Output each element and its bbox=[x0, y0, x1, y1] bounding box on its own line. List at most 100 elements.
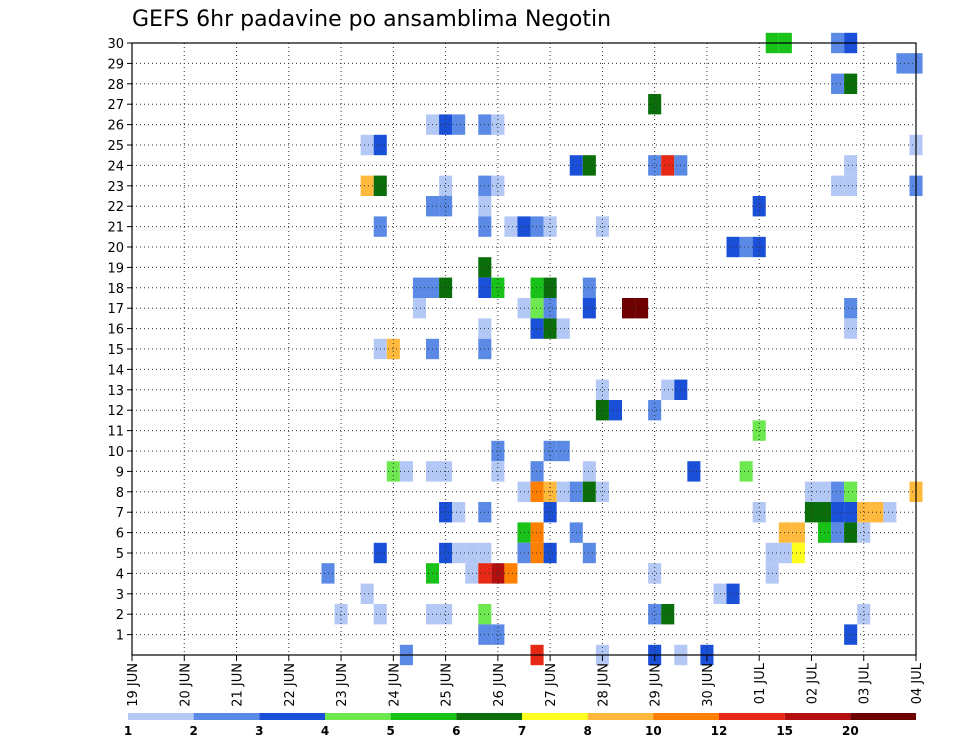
data-cell bbox=[491, 114, 505, 135]
data-cell bbox=[648, 563, 662, 584]
data-cell bbox=[831, 502, 845, 523]
data-cell bbox=[844, 175, 858, 196]
data-cell bbox=[726, 583, 740, 604]
x-axis: 19 JUN 20 JUN 21 JUN 22 JUN 23 JUN 24 JUN 25 J… bbox=[126, 655, 925, 707]
colorbar: 1 2 3 4 5 6 7 8 10 12 15 20 bbox=[124, 713, 916, 738]
data-cell bbox=[635, 298, 649, 319]
y-tick-label: 17 bbox=[107, 302, 124, 317]
x-tick-label: 21 JUN bbox=[231, 663, 246, 707]
data-cell bbox=[556, 440, 570, 462]
x-tick-label: 27 JUN bbox=[544, 663, 559, 707]
data-cell bbox=[595, 379, 609, 400]
colorbar-label: 3 bbox=[255, 724, 263, 738]
data-cell bbox=[452, 114, 466, 135]
colorbar-swatch bbox=[456, 713, 522, 720]
data-cell bbox=[595, 216, 609, 237]
data-cell bbox=[530, 298, 544, 319]
data-cell bbox=[739, 236, 753, 258]
data-cell bbox=[399, 461, 413, 482]
x-tick-label: 28 JUN bbox=[596, 663, 611, 707]
data-cell bbox=[530, 481, 544, 502]
data-cell bbox=[739, 461, 753, 482]
y-tick-label: 16 bbox=[107, 323, 124, 338]
colorbar-label: 10 bbox=[645, 724, 662, 738]
data-cell bbox=[844, 522, 858, 543]
data-cell bbox=[439, 175, 453, 196]
y-tick-label: 22 bbox=[107, 200, 124, 215]
data-cell bbox=[439, 114, 453, 135]
y-tick-label: 20 bbox=[107, 241, 124, 256]
grid-lines bbox=[132, 43, 916, 655]
data-cell bbox=[530, 318, 544, 339]
y-tick-label: 4 bbox=[116, 567, 124, 582]
x-tick-label: 04 JUL bbox=[910, 662, 925, 704]
data-cell bbox=[791, 522, 805, 543]
y-tick-label: 29 bbox=[107, 57, 124, 72]
data-cell bbox=[582, 461, 596, 482]
colorbar-swatch bbox=[719, 713, 785, 720]
y-tick-label: 18 bbox=[107, 282, 124, 297]
data-cell bbox=[582, 542, 596, 564]
y-tick-label: 11 bbox=[107, 425, 124, 440]
data-cell bbox=[857, 502, 871, 523]
data-cell bbox=[504, 563, 518, 584]
y-tick-label: 21 bbox=[107, 221, 124, 236]
colorbar-swatch bbox=[128, 713, 194, 720]
data-cell bbox=[883, 502, 897, 523]
data-cell bbox=[439, 542, 453, 564]
data-cell bbox=[530, 277, 544, 298]
colorbar-swatch bbox=[193, 713, 260, 720]
data-cell bbox=[504, 216, 518, 237]
data-cell bbox=[831, 73, 845, 94]
data-cell bbox=[530, 542, 544, 564]
data-cell bbox=[530, 522, 544, 543]
colorbar-swatch bbox=[653, 713, 719, 720]
y-tick-label: 13 bbox=[107, 384, 124, 399]
y-tick-label: 5 bbox=[116, 547, 124, 562]
colorbar-swatch bbox=[850, 713, 916, 720]
data-cell bbox=[556, 318, 570, 339]
x-tick-label: 22 JUN bbox=[283, 663, 298, 707]
data-cell bbox=[465, 563, 479, 584]
data-cell bbox=[360, 134, 374, 156]
x-tick-label: 03 JUL bbox=[858, 662, 873, 704]
x-tick-label: 25 JUN bbox=[440, 663, 455, 707]
y-tick-label: 25 bbox=[107, 139, 124, 154]
y-tick-label: 9 bbox=[116, 465, 124, 480]
data-cell bbox=[491, 624, 505, 645]
data-cell bbox=[778, 522, 792, 543]
colorbar-swatch bbox=[587, 713, 654, 720]
plot-frame bbox=[131, 42, 917, 656]
colorbar-swatch bbox=[259, 713, 325, 720]
data-cell bbox=[491, 175, 505, 196]
x-tick-label: 29 JUN bbox=[649, 663, 664, 707]
data-cell bbox=[582, 481, 596, 502]
data-cell bbox=[752, 502, 766, 523]
x-tick-label: 30 JUN bbox=[701, 663, 716, 707]
colorbar-label: 7 bbox=[518, 724, 526, 738]
y-tick-label: 26 bbox=[107, 119, 124, 134]
y-tick-label: 10 bbox=[107, 445, 124, 460]
data-cell bbox=[831, 481, 845, 502]
data-cell bbox=[360, 175, 374, 196]
y-tick-label: 24 bbox=[107, 159, 124, 174]
y-tick-label: 2 bbox=[116, 608, 124, 623]
y-tick-label: 15 bbox=[107, 343, 124, 358]
y-tick-label: 7 bbox=[116, 506, 124, 521]
y-tick-label: 14 bbox=[107, 363, 124, 378]
data-cell bbox=[556, 481, 570, 502]
y-tick-label: 19 bbox=[107, 261, 124, 276]
colorbar-label: 12 bbox=[711, 724, 728, 738]
colorbar-label: 4 bbox=[321, 724, 329, 738]
data-cell bbox=[439, 604, 453, 625]
data-cell bbox=[452, 542, 466, 564]
data-cell bbox=[543, 216, 557, 237]
x-tick-label: 01 JUL bbox=[753, 662, 768, 704]
data-cell bbox=[543, 502, 557, 523]
colorbar-swatch bbox=[784, 713, 851, 720]
colorbar-label: 1 bbox=[124, 724, 132, 738]
x-tick-label: 20 JUN bbox=[178, 663, 193, 707]
data-cell bbox=[465, 542, 479, 564]
y-tick-label: 23 bbox=[107, 180, 124, 195]
